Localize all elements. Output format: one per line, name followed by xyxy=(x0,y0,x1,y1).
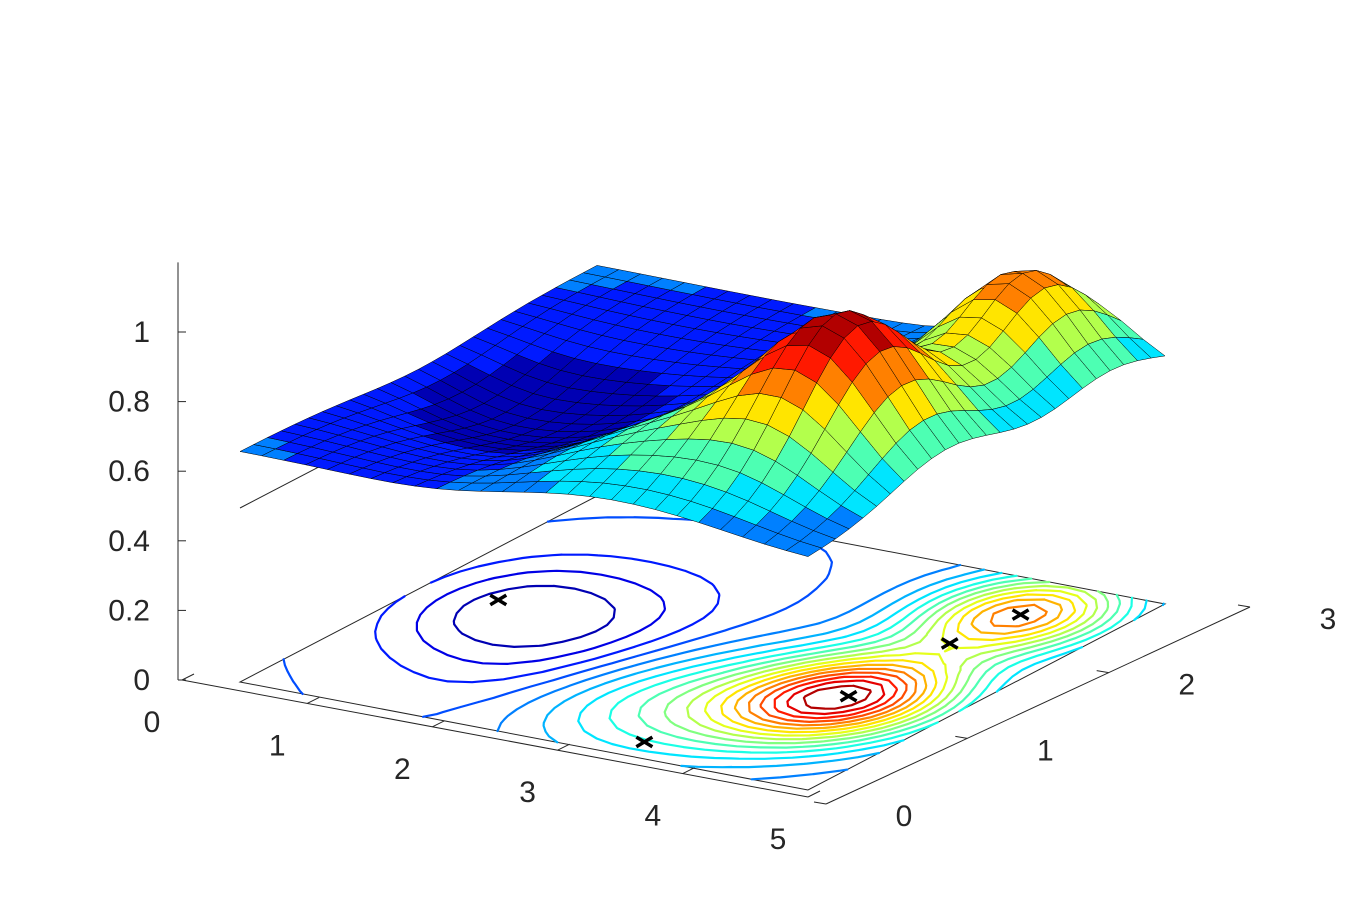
tick-label-group: 0 0.2 0.4 0.6 0.8 1 0 1 2 3 4 5 0 1 2 3 xyxy=(108,316,1336,856)
contour-line xyxy=(542,568,1165,769)
critical-point-marker xyxy=(839,689,858,703)
x-tick-label: 2 xyxy=(394,753,411,786)
contour-line xyxy=(608,574,1133,754)
x-tick xyxy=(432,720,445,728)
y-tick-label: 2 xyxy=(1178,669,1195,702)
contour-line xyxy=(704,589,1088,737)
y-tick xyxy=(1096,670,1109,674)
y-tick xyxy=(955,735,968,739)
marker-group xyxy=(489,593,1030,749)
contour-line xyxy=(786,679,886,716)
contour-line xyxy=(733,598,1063,730)
critical-point-marker xyxy=(489,593,508,607)
critical-point-marker xyxy=(1011,608,1030,621)
y-tick-label: 3 xyxy=(1320,603,1337,636)
critical-point-marker xyxy=(635,735,654,749)
contour-line xyxy=(374,553,721,684)
y-tick xyxy=(1237,604,1251,608)
y-tick-label: 1 xyxy=(1037,734,1054,767)
critical-point-marker xyxy=(940,637,959,650)
contour-line xyxy=(802,684,872,710)
x-tick-label: 5 xyxy=(770,823,787,856)
surface-group xyxy=(239,265,1166,557)
z-tick-label: 0.2 xyxy=(108,594,150,627)
contour-line xyxy=(759,671,908,723)
x-axis-line xyxy=(181,679,809,798)
y-axis-line xyxy=(825,606,1251,805)
y-tick-label: 0 xyxy=(896,800,913,833)
contour-line xyxy=(637,577,1121,749)
contour-line xyxy=(415,569,666,665)
contour-line xyxy=(452,584,616,648)
surface-patch xyxy=(1129,337,1166,359)
z-tick-label: 1 xyxy=(133,316,150,349)
contour-group xyxy=(282,516,1165,781)
contour-line xyxy=(577,571,1148,760)
contour-line xyxy=(663,580,1110,745)
z-tick-label: 0.4 xyxy=(108,525,150,558)
z-tick-label: 0.8 xyxy=(108,386,150,419)
z-tick-label: 0.6 xyxy=(108,455,150,488)
x-tick xyxy=(306,696,320,704)
x-tick-label: 3 xyxy=(519,776,536,809)
contour-line xyxy=(496,563,962,781)
x-tick xyxy=(181,673,195,681)
x-tick-label: 1 xyxy=(269,729,286,762)
x-tick xyxy=(557,743,570,751)
contour-line xyxy=(748,603,1048,727)
x-tick-label: 4 xyxy=(644,800,661,833)
contour-line xyxy=(773,675,898,720)
y-tick xyxy=(813,801,827,805)
z-tick-label: 0 xyxy=(133,664,150,697)
contour-line xyxy=(720,593,1077,734)
contour-line xyxy=(686,584,1099,741)
x-tick-label: 0 xyxy=(144,706,161,739)
x-tick xyxy=(807,790,821,798)
